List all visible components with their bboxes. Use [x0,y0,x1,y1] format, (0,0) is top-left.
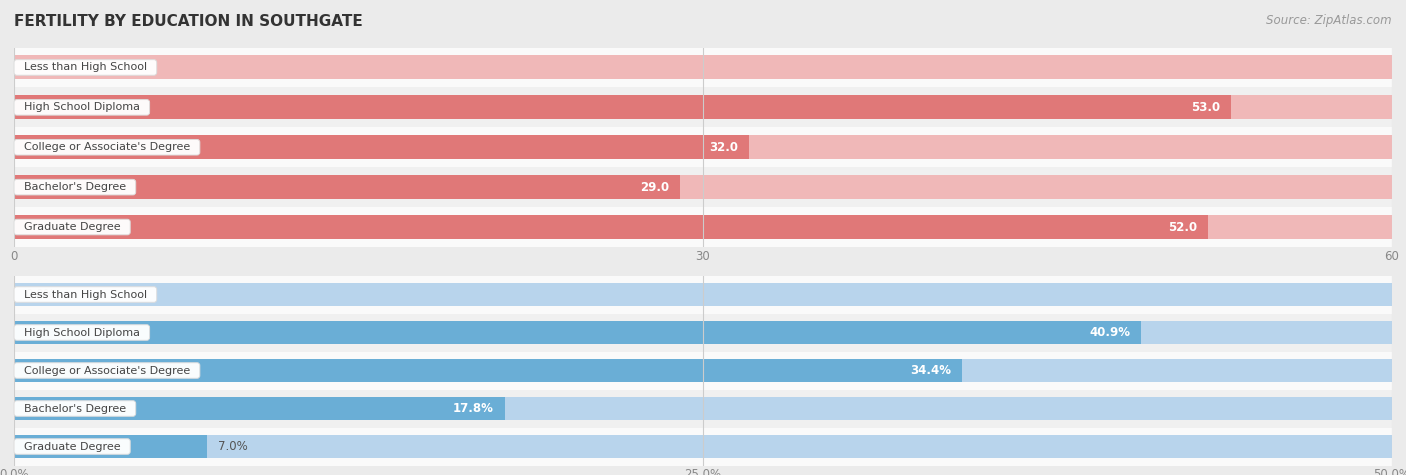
Text: 52.0: 52.0 [1168,220,1197,234]
Text: High School Diploma: High School Diploma [17,327,146,338]
Bar [14,359,1392,382]
Bar [14,48,1392,87]
Text: College or Associate's Degree: College or Associate's Degree [17,142,197,152]
Bar [14,352,1392,390]
Text: Source: ZipAtlas.com: Source: ZipAtlas.com [1267,14,1392,27]
Bar [14,435,207,458]
Bar [14,175,1392,199]
Bar [14,215,1392,239]
Text: FERTILITY BY EDUCATION IN SOUTHGATE: FERTILITY BY EDUCATION IN SOUTHGATE [14,14,363,29]
Text: 7.0%: 7.0% [218,440,247,453]
Bar [14,135,1392,159]
Text: Less than High School: Less than High School [17,289,153,300]
Bar [14,276,1392,314]
Text: Bachelor's Degree: Bachelor's Degree [17,403,134,414]
Bar [14,95,1232,119]
Bar [14,321,1142,344]
Bar [14,167,1392,207]
Bar [14,215,1208,239]
Text: Bachelor's Degree: Bachelor's Degree [17,182,134,192]
Text: 17.8%: 17.8% [453,402,494,415]
Bar [14,359,962,382]
Bar [14,56,1392,79]
Bar [14,321,1392,344]
Text: 0.0%: 0.0% [25,288,55,301]
Bar [14,135,749,159]
Bar [14,175,681,199]
Bar [14,283,1392,306]
Text: 0.0: 0.0 [25,61,44,74]
Bar [14,428,1392,466]
Bar [14,397,1392,420]
Bar [14,127,1392,167]
Text: Graduate Degree: Graduate Degree [17,441,128,452]
Bar [14,87,1392,127]
Text: 34.4%: 34.4% [910,364,950,377]
Text: College or Associate's Degree: College or Associate's Degree [17,365,197,376]
Text: 29.0: 29.0 [640,180,669,194]
Bar [14,95,1392,119]
Text: 32.0: 32.0 [709,141,738,154]
Bar [14,314,1392,352]
Bar [14,435,1392,458]
Bar [14,397,505,420]
Bar [14,390,1392,428]
Text: 40.9%: 40.9% [1090,326,1130,339]
Text: Less than High School: Less than High School [17,62,153,73]
Text: High School Diploma: High School Diploma [17,102,146,113]
Text: Graduate Degree: Graduate Degree [17,222,128,232]
Bar [14,207,1392,247]
Text: 53.0: 53.0 [1191,101,1220,114]
